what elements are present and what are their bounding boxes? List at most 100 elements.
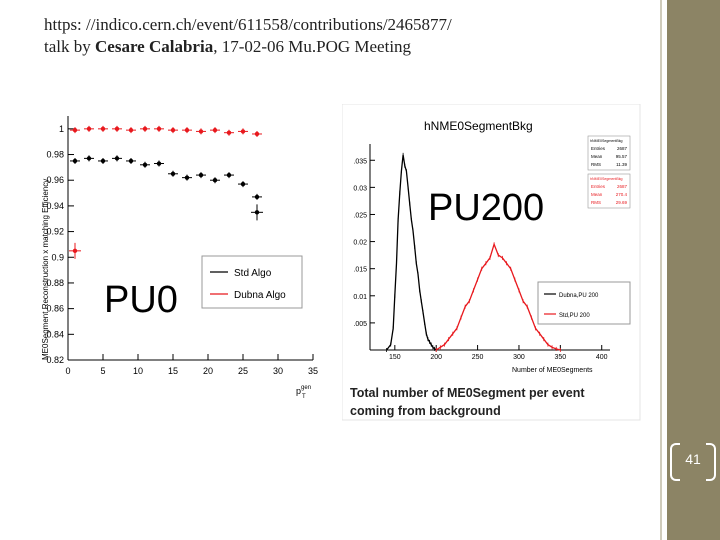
stats-value: 270.4 bbox=[616, 192, 628, 197]
left-point-dubna bbox=[254, 131, 260, 137]
page-number-box: 41 bbox=[670, 443, 716, 481]
left-x-tick-label: 25 bbox=[238, 366, 248, 376]
left-y-tick-label: 0.92 bbox=[46, 227, 64, 237]
left-y-tick-label: 0.84 bbox=[46, 329, 64, 339]
left-y-tick-label: 0.88 bbox=[46, 278, 64, 288]
stats-value: 2687 bbox=[617, 184, 628, 189]
legend-label-dubna-pu200: Dubna,PU 200 bbox=[559, 293, 599, 299]
right-y-tick-label: 0.03 bbox=[353, 185, 367, 192]
stats-key: Mean bbox=[591, 192, 603, 197]
left-x-tick-label: 35 bbox=[308, 366, 318, 376]
stats-value: 11.39 bbox=[616, 162, 627, 167]
left-x-tick-label: 0 bbox=[65, 366, 70, 376]
sidebar-divider bbox=[660, 0, 662, 540]
left-point-dubna bbox=[156, 126, 162, 132]
left-point-dubna bbox=[240, 129, 246, 134]
right-y-tick-label: 0.01 bbox=[353, 294, 367, 301]
left-point-std bbox=[72, 158, 78, 164]
left-point-std bbox=[100, 158, 106, 164]
left-legend: Std Algo Dubna Algo bbox=[201, 255, 303, 309]
left-y-tick-label: 0.86 bbox=[46, 304, 64, 314]
slide-header: https: //indico.cern.ch/event/611558/con… bbox=[44, 14, 644, 58]
stats-key: Entries bbox=[591, 184, 606, 189]
stats-key: RMS bbox=[591, 162, 601, 167]
stats-value: 95.57 bbox=[616, 154, 628, 159]
left-point-dubna bbox=[142, 126, 148, 132]
background-segments-chart: hNME0SegmentBkg .005 0.01 .015 0.02 .025 0.03… bbox=[342, 104, 641, 421]
left-y-tick-label: 0.98 bbox=[46, 150, 64, 160]
stats-box bbox=[587, 135, 631, 171]
left-y-tick-label: 0.96 bbox=[46, 175, 64, 185]
sidebar-accent bbox=[667, 0, 720, 540]
right-y-tick-label: .005 bbox=[353, 321, 367, 328]
right-x-tick-label: 300 bbox=[513, 354, 525, 361]
left-point-std bbox=[114, 156, 120, 161]
legend-label-std: Std Algo bbox=[234, 268, 272, 279]
stats-box bbox=[587, 173, 631, 209]
left-point-dubna bbox=[100, 126, 106, 132]
caption-line-2: coming from background bbox=[350, 404, 501, 418]
right-x-tick-label: 150 bbox=[389, 354, 401, 361]
stats-value: 2687 bbox=[617, 146, 628, 151]
left-outlier-point bbox=[254, 210, 260, 215]
right-y-tick-label: .025 bbox=[353, 212, 367, 219]
left-point-std bbox=[128, 158, 134, 164]
right-xlabel: Number of ME0Segments bbox=[512, 367, 593, 374]
left-point-dubna bbox=[128, 127, 134, 133]
right-legend: Dubna,PU 200 Std,PU 200 bbox=[537, 281, 631, 325]
stats-key: Entries bbox=[591, 146, 606, 151]
left-y-tick-label: 0.9 bbox=[51, 252, 64, 262]
stats-key: Mean bbox=[591, 154, 603, 159]
legend-label-dubna: Dubna Algo bbox=[234, 290, 286, 301]
left-point-std bbox=[184, 175, 190, 180]
left-ylabel: ME0Segment Reconstruction x matching Eff… bbox=[41, 179, 50, 360]
stats-box-title: hNME0SegmentBkg bbox=[590, 139, 623, 143]
left-x-tick-label: 20 bbox=[203, 366, 213, 376]
left-point-std bbox=[240, 181, 246, 187]
left-point-std bbox=[226, 172, 232, 178]
left-outlier-point bbox=[72, 248, 78, 254]
url-line: https: //indico.cern.ch/event/611558/con… bbox=[44, 15, 452, 34]
left-x-tick-label: 15 bbox=[168, 366, 178, 376]
left-point-dubna bbox=[114, 126, 120, 132]
left-point-std bbox=[156, 161, 162, 166]
left-y-tick-label: 0.94 bbox=[46, 201, 64, 211]
left-point-std bbox=[142, 162, 148, 167]
left-x-tick-label: 30 bbox=[273, 366, 283, 376]
left-y-tick-label: 0.82 bbox=[46, 355, 64, 365]
right-x-tick-label: 350 bbox=[555, 354, 567, 361]
left-annotation: PU0 bbox=[104, 279, 178, 321]
page-number: 41 bbox=[685, 451, 701, 467]
stats-value: 29.69 bbox=[616, 200, 628, 205]
right-y-tick-label: 0.02 bbox=[353, 240, 367, 247]
left-point-dubna bbox=[198, 129, 204, 134]
right-y-tick-label: .035 bbox=[353, 158, 367, 165]
left-xlabel-sub: T bbox=[302, 394, 306, 400]
left-point-dubna bbox=[72, 127, 78, 133]
right-x-tick-label: 200 bbox=[430, 354, 442, 361]
stats-box-title: hNME0SegmentBkg bbox=[590, 177, 623, 181]
left-x-tick-label: 5 bbox=[100, 366, 105, 376]
left-x-tick-label: 10 bbox=[133, 366, 143, 376]
talk-line: talk by Cesare Calabria, 17-02-06 Mu.POG… bbox=[44, 36, 644, 58]
talk-prefix: talk by bbox=[44, 37, 95, 56]
stats-key: RMS bbox=[591, 200, 601, 205]
left-point-dubna bbox=[170, 127, 176, 133]
right-x-tick-label: 250 bbox=[472, 354, 484, 361]
left-point-std bbox=[254, 194, 260, 200]
left-point-dubna bbox=[226, 130, 232, 135]
left-point-std bbox=[170, 171, 176, 176]
left-point-std bbox=[198, 172, 204, 178]
left-point-std bbox=[86, 156, 92, 161]
right-annotation: PU200 bbox=[428, 187, 544, 229]
right-y-tick-label: .015 bbox=[353, 267, 367, 274]
caption-line-1: Total number of ME0Segment per event bbox=[350, 386, 585, 400]
left-point-dubna bbox=[212, 127, 218, 133]
left-point-dubna bbox=[184, 127, 190, 133]
talk-suffix: , 17-02-06 Mu.POG Meeting bbox=[213, 37, 412, 56]
left-xlabel: pgen bbox=[296, 385, 311, 396]
left-y-tick-label: 1 bbox=[59, 124, 64, 134]
speaker-name: Cesare Calabria bbox=[95, 37, 214, 56]
right-title: hNME0SegmentBkg bbox=[424, 119, 533, 133]
